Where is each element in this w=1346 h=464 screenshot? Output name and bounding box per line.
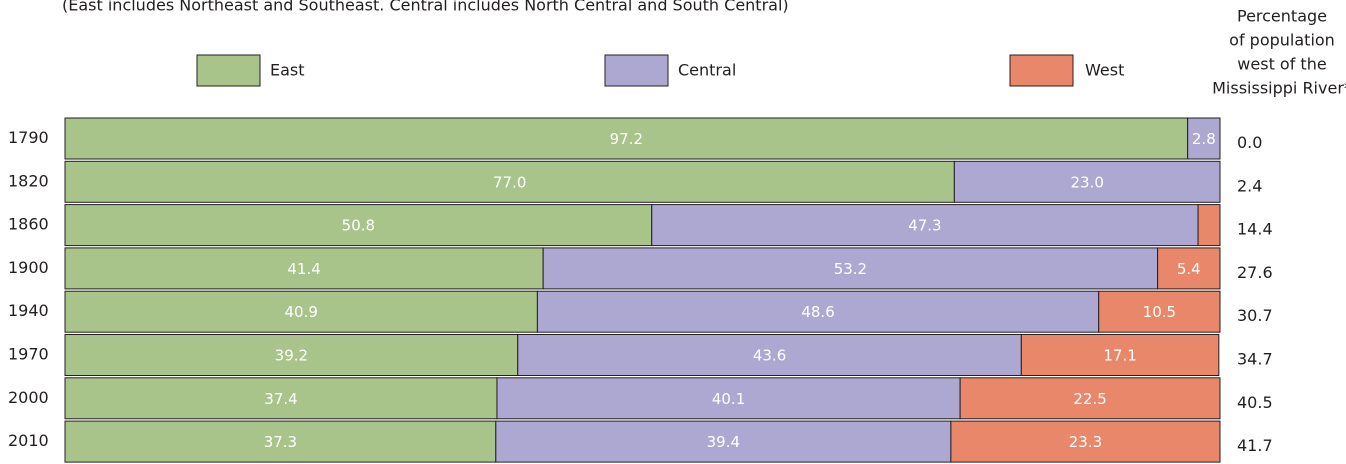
- bar-segment: [495, 420, 952, 463]
- bar-segment: [651, 204, 1199, 247]
- bar-value-label: 37.4: [264, 390, 297, 408]
- bar-segment: [64, 420, 497, 463]
- legend-swatch: [604, 54, 669, 87]
- bar-value-label: 41.4: [287, 260, 320, 278]
- bar-segment: [64, 247, 544, 290]
- bar-value-label: 39.2: [275, 347, 308, 365]
- bar-segment: [64, 290, 538, 333]
- bar-segment: [1098, 290, 1221, 333]
- legend-swatch: [196, 54, 261, 87]
- west-percentage: 34.7: [1237, 350, 1273, 369]
- legend-label: East: [270, 61, 305, 80]
- west-percentage: 27.6: [1237, 263, 1273, 282]
- bar-value-label: 40.9: [284, 303, 317, 321]
- bar-value-label: 53.2: [834, 260, 867, 278]
- y-tick-label: 1900: [8, 258, 49, 277]
- west-percentage: 30.7: [1237, 306, 1273, 325]
- bar-segment: [517, 334, 1022, 376]
- bar-value-label: 47.3: [908, 217, 941, 235]
- bar-segment: [542, 247, 1159, 290]
- bar-segment: [64, 204, 653, 247]
- y-tick-label: 1970: [8, 345, 49, 364]
- bar-segment: [950, 420, 1221, 463]
- bar-value-label: 77.0: [493, 173, 526, 191]
- bar-segment: [64, 160, 955, 203]
- y-tick-label: 1860: [8, 215, 49, 234]
- y-tick-label: 2000: [8, 388, 49, 407]
- west-percentage: 40.5: [1237, 393, 1273, 412]
- column-title: west of the: [1237, 55, 1326, 74]
- bar-value-label: 39.4: [707, 433, 740, 451]
- legend-swatch: [1009, 54, 1074, 87]
- bar-value-label: 48.6: [801, 303, 834, 321]
- y-tick-label: 1940: [8, 301, 49, 320]
- bar-segment: [64, 334, 519, 376]
- west-percentage: 2.4: [1237, 176, 1262, 195]
- bar-segment: [64, 377, 498, 420]
- west-percentage: 0.0: [1237, 133, 1262, 152]
- bar-value-label: 17.1: [1103, 347, 1136, 365]
- legend-label: Central: [678, 61, 736, 80]
- bar-segment: [959, 377, 1221, 420]
- bar-segment: [1020, 334, 1220, 376]
- chart-subtitle: (East includes Northeast and Southeast. …: [62, 0, 789, 15]
- y-tick-label: 2010: [8, 431, 49, 450]
- bar-value-label: 22.5: [1073, 390, 1106, 408]
- bar-segment: [64, 117, 1189, 160]
- y-tick-label: 1820: [8, 171, 49, 190]
- y-tick-label: 1790: [8, 128, 49, 147]
- bar-value-label: 43.6: [753, 347, 786, 365]
- bar-value-label: 40.1: [712, 390, 745, 408]
- legend-label: West: [1085, 61, 1124, 80]
- bar-value-label: 37.3: [264, 433, 297, 451]
- bar-value-label: 10.5: [1143, 303, 1176, 321]
- bar-value-label: 97.2: [610, 130, 643, 148]
- west-percentage: 14.4: [1237, 220, 1273, 239]
- bar-value-label: 23.0: [1070, 173, 1103, 191]
- bar-value-label: 5.4: [1177, 260, 1201, 278]
- bar-segment: [1157, 247, 1221, 290]
- column-title: Mississippi River*: [1212, 79, 1346, 98]
- bar-segment: [953, 160, 1221, 203]
- bar-segment: [496, 377, 961, 420]
- column-title: Percentage: [1237, 7, 1327, 26]
- bar-value-label: 2.8: [1192, 130, 1216, 148]
- bar-segment: [1197, 204, 1221, 247]
- west-percentage: 41.7: [1237, 436, 1273, 455]
- bar-value-label: 23.3: [1069, 433, 1102, 451]
- bar-value-label: 50.8: [342, 217, 375, 235]
- column-title: of population: [1229, 31, 1335, 50]
- bar-segment: [1187, 117, 1221, 160]
